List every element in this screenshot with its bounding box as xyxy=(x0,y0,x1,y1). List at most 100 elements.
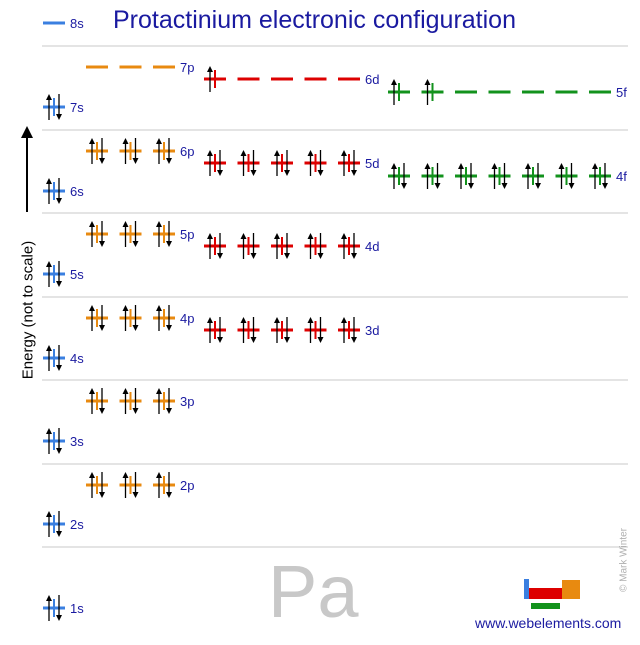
element-symbol: Pa xyxy=(268,550,359,633)
subshell-3s: 3s xyxy=(43,428,84,454)
subshell-5p: 5p xyxy=(86,221,194,247)
subshell-label: 6d xyxy=(365,72,379,87)
spin-up-arrow xyxy=(341,317,347,343)
spin-up-arrow xyxy=(156,305,162,331)
subshell-5s: 5s xyxy=(43,261,84,287)
spin-up-arrow xyxy=(424,79,431,105)
subshell-label: 1s xyxy=(70,601,84,616)
spin-down-arrow xyxy=(284,150,290,176)
spin-down-arrow xyxy=(99,388,105,414)
spin-up-arrow xyxy=(156,388,162,414)
spin-up-arrow xyxy=(156,472,162,498)
website-link[interactable]: www.webelements.com xyxy=(475,615,622,631)
spin-up-arrow xyxy=(491,163,498,189)
subshell-label: 7p xyxy=(180,60,194,75)
subshell-4s: 4s xyxy=(43,345,84,371)
spin-up-arrow xyxy=(391,79,397,105)
subshell-label: 5d xyxy=(365,156,379,171)
subshell-label: 7s xyxy=(70,100,84,115)
subshell-5f: 5f xyxy=(388,79,627,105)
subshell-6s: 6s xyxy=(43,178,84,204)
spin-up-arrow xyxy=(341,150,347,176)
spin-down-arrow xyxy=(501,163,508,189)
spin-up-arrow xyxy=(307,233,314,259)
spin-down-arrow xyxy=(166,138,172,164)
spin-up-arrow xyxy=(46,345,52,371)
subshell-3d: 3d xyxy=(204,317,379,343)
spin-up-arrow xyxy=(89,388,95,414)
spin-down-arrow xyxy=(317,317,324,343)
spin-up-arrow xyxy=(46,94,52,120)
spin-down-arrow xyxy=(317,233,324,259)
subshell-label: 6p xyxy=(180,144,194,159)
spin-up-arrow xyxy=(207,150,213,176)
subshell-2p: 2p xyxy=(86,472,194,498)
spin-up-arrow xyxy=(240,150,247,176)
spin-down-arrow xyxy=(351,233,357,259)
spin-up-arrow xyxy=(274,150,280,176)
spin-up-arrow xyxy=(46,178,52,204)
spin-down-arrow xyxy=(56,178,62,204)
spin-down-arrow xyxy=(217,317,223,343)
spin-down-arrow xyxy=(401,163,407,189)
spin-up-arrow xyxy=(341,233,347,259)
spin-up-arrow xyxy=(274,317,280,343)
spin-up-arrow xyxy=(46,428,52,454)
spin-up-arrow xyxy=(156,221,162,247)
subshell-label: 5p xyxy=(180,227,194,242)
spin-down-arrow xyxy=(132,388,139,414)
spin-down-arrow xyxy=(99,472,105,498)
page-title: Protactinium electronic configuration xyxy=(113,6,516,34)
webelements-logo xyxy=(524,579,580,609)
spin-up-arrow xyxy=(122,305,129,331)
spin-up-arrow xyxy=(122,138,129,164)
subshell-label: 4p xyxy=(180,311,194,326)
spin-down-arrow xyxy=(250,150,257,176)
subshell-5d: 5d xyxy=(204,150,379,176)
spin-down-arrow xyxy=(351,317,357,343)
spin-down-arrow xyxy=(132,221,139,247)
subshell-4d: 4d xyxy=(204,233,379,259)
copyright-credit: © Mark Winter xyxy=(618,527,630,593)
spin-up-arrow xyxy=(525,163,531,189)
spin-up-arrow xyxy=(89,138,95,164)
spin-up-arrow xyxy=(89,221,95,247)
spin-up-arrow xyxy=(207,317,213,343)
subshell-7s: 7s xyxy=(43,94,84,120)
spin-up-arrow xyxy=(46,511,52,537)
subshell-2s: 2s xyxy=(43,511,84,537)
spin-down-arrow xyxy=(132,305,139,331)
subshell-3p: 3p xyxy=(86,388,194,414)
spin-down-arrow xyxy=(132,472,139,498)
energy-axis-label: Energy (not to scale) xyxy=(19,240,37,380)
spin-down-arrow xyxy=(535,163,541,189)
spin-up-arrow xyxy=(89,305,95,331)
spin-down-arrow xyxy=(317,150,324,176)
subshell-label: 4s xyxy=(70,351,84,366)
spin-down-arrow xyxy=(284,317,290,343)
spin-down-arrow xyxy=(56,428,62,454)
subshell-4p: 4p xyxy=(86,305,194,331)
subshell-label: 2p xyxy=(180,478,194,493)
subshell-label: 3d xyxy=(365,323,379,338)
spin-down-arrow xyxy=(434,163,441,189)
subshell-label: 3s xyxy=(70,434,84,449)
subshell-label: 8s xyxy=(70,16,84,31)
spin-down-arrow xyxy=(166,221,172,247)
spin-down-arrow xyxy=(56,261,62,287)
spin-up-arrow xyxy=(46,261,52,287)
spin-down-arrow xyxy=(217,233,223,259)
spin-down-arrow xyxy=(602,163,608,189)
spin-up-arrow xyxy=(46,595,52,621)
spin-up-arrow xyxy=(592,163,598,189)
spin-down-arrow xyxy=(56,595,62,621)
spin-down-arrow xyxy=(217,150,223,176)
spin-up-arrow xyxy=(391,163,397,189)
spin-up-arrow xyxy=(156,138,162,164)
spin-up-arrow xyxy=(424,163,431,189)
subshell-label: 6s xyxy=(70,184,84,199)
spin-down-arrow xyxy=(132,138,139,164)
subshell-label: 3p xyxy=(180,394,194,409)
spin-down-arrow xyxy=(56,94,62,120)
